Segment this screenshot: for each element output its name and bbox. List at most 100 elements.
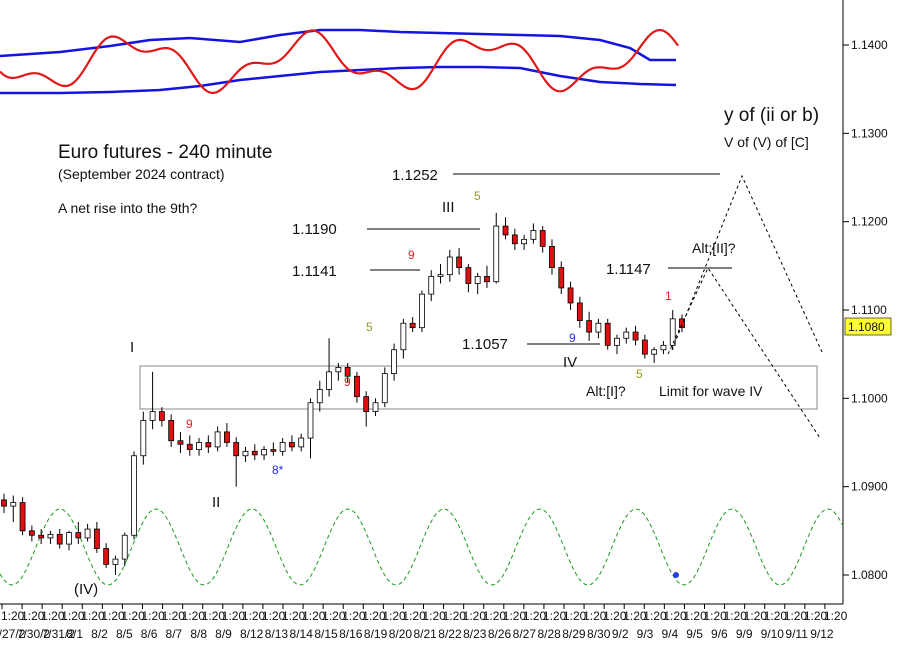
candle (381, 367, 388, 408)
candle (1, 493, 7, 514)
candle-body (316, 389, 323, 404)
candle (307, 398, 314, 459)
candle (131, 451, 137, 540)
candle (344, 363, 351, 383)
x-tick-time: 1:20 (423, 609, 447, 623)
candle (93, 522, 100, 553)
candle (298, 433, 305, 452)
candle-body (521, 238, 528, 245)
candle-body (326, 371, 332, 390)
x-tick-time: 1:20 (402, 609, 426, 623)
candle (558, 261, 565, 295)
candle (261, 446, 267, 461)
candle-body (233, 442, 240, 457)
candle-body (224, 431, 230, 443)
candle (75, 522, 82, 545)
candle (614, 334, 620, 355)
candle (47, 530, 54, 545)
candle-body (298, 437, 305, 448)
x-tick-date: 8/30 (587, 627, 611, 641)
candle (158, 407, 165, 427)
x-tick-date: 9/11 (785, 627, 808, 641)
x-tick-date: 8/9 (215, 627, 232, 641)
x-tick-date: 9/4 (661, 627, 678, 641)
candle-body (437, 274, 444, 277)
candle-body (28, 530, 35, 536)
x-tick-time: 1:20 (362, 609, 386, 623)
candle (400, 318, 407, 359)
candle (632, 325, 639, 346)
x-tick-date: 8/14 (290, 627, 314, 641)
candle (326, 338, 332, 397)
target-label-1: y of (ii or b) (724, 105, 819, 126)
x-tick-time: 1:20 (563, 609, 587, 623)
count-label-8star: 8* (272, 463, 284, 477)
x-tick-time: 1:20 (683, 609, 707, 623)
candle (335, 363, 342, 381)
candle-body (391, 349, 397, 375)
x-axis-ticks: 1:201:201:201:201:201:201:201:201:201:20… (0, 604, 848, 641)
x-tick-date: 7/31/2 (42, 627, 76, 641)
candle (233, 437, 240, 487)
candle-body (651, 349, 658, 355)
candle (511, 228, 518, 250)
projection-main-path (671, 174, 823, 353)
candle (251, 444, 258, 461)
candle-body (558, 267, 565, 289)
osc-momentum-line (0, 28, 679, 95)
x-tick-time: 1:20 (162, 609, 186, 623)
x-tick-date: 8/19 (364, 627, 388, 641)
candle (28, 525, 35, 542)
candle (279, 438, 286, 456)
y-axis-ticks: 1.1400 1.1300 1.1200 1.1100 1.1000 1.0900 1.08… (843, 38, 888, 582)
x-tick-time: 1:20 (81, 609, 105, 623)
candle (205, 435, 212, 454)
candle-body (354, 375, 360, 397)
candle (224, 423, 230, 447)
candle-body (623, 331, 630, 339)
x-tick-time: 1:20 (342, 609, 366, 623)
candle-body (567, 287, 574, 304)
count-label-9a: 9 (186, 417, 193, 431)
osc-lower-band (0, 65, 677, 95)
candle-body (446, 256, 453, 276)
candle-body (75, 532, 82, 539)
x-tick-date: 9/6 (711, 627, 728, 641)
candle (196, 438, 202, 456)
x-tick-date: 9/10 (761, 627, 785, 641)
candle (539, 226, 546, 253)
candle (419, 290, 425, 333)
x-tick-date: 8/7 (166, 627, 183, 641)
x-tick-time: 1:20 (804, 609, 828, 623)
x-tick-time: 1:20 (121, 609, 145, 623)
candle-body (669, 318, 676, 346)
candle (604, 318, 611, 350)
candle-body (214, 431, 221, 448)
x-tick-time: 1:20 (101, 609, 125, 623)
y-tick-label: 1.1100 (851, 303, 887, 317)
count-label-9d: 9 (569, 331, 576, 345)
x-tick-date: 7/30/2 (17, 627, 51, 641)
last-price-label: 1.1080 (848, 320, 885, 334)
projection-alt-path (667, 266, 821, 439)
x-tick-date: 8/16 (339, 627, 363, 641)
candle-body (381, 373, 388, 404)
x-tick-date: 8/15 (314, 627, 338, 641)
y-tick-label: 1.1400 (851, 38, 888, 52)
x-tick-time: 1:20 (322, 609, 346, 623)
osc-upper-band (0, 28, 676, 62)
candle-body (539, 230, 546, 247)
candle-body (660, 344, 667, 351)
x-tick-time: 1:20 (262, 609, 286, 623)
candle-body (335, 367, 342, 373)
candle-body (168, 420, 175, 442)
candle-body (177, 440, 184, 445)
y-tick-label: 1.0900 (851, 480, 888, 494)
candle (437, 264, 444, 284)
count-label-5c: 5 (636, 367, 643, 381)
x-tick-time: 1:20 (41, 609, 65, 623)
x-tick-date: 7/27/2 (0, 627, 26, 641)
candle (641, 334, 648, 359)
candle (530, 223, 537, 244)
level-label-1190: 1.1190 (292, 221, 337, 238)
